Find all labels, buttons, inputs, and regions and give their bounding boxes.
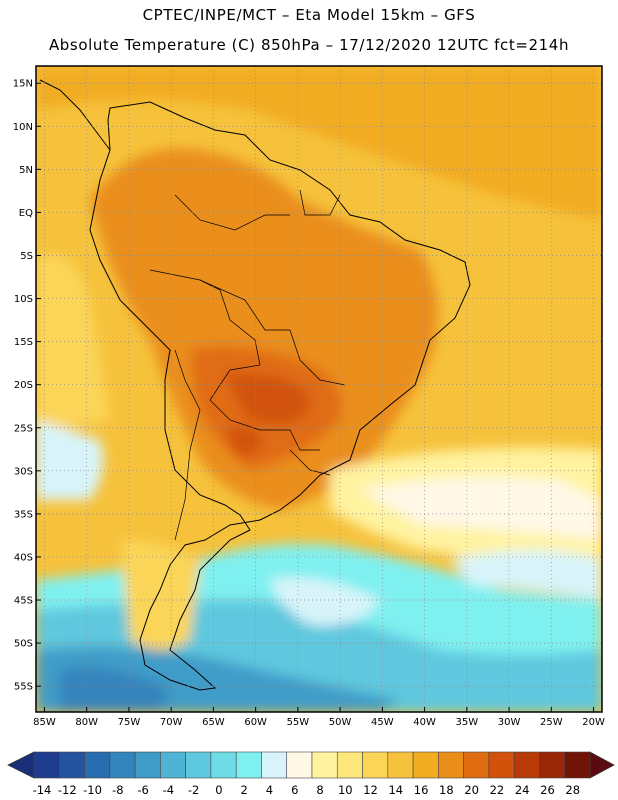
lat-tick-label: 5N bbox=[19, 165, 33, 176]
colorbar-swatch bbox=[261, 751, 288, 779]
colorbar-swatch bbox=[336, 751, 363, 779]
lat-tick-label: 15S bbox=[14, 337, 33, 348]
colorbar-label: -6 bbox=[137, 783, 148, 797]
lon-tick-label: 40W bbox=[413, 717, 436, 728]
colorbar-swatch bbox=[438, 751, 464, 779]
colorbar-label: 24 bbox=[515, 783, 530, 797]
lat-tick-label: 15N bbox=[13, 79, 33, 90]
colorbar-swatch bbox=[387, 751, 414, 779]
colorbar-swatch bbox=[235, 751, 262, 779]
lat-tick-label: 45S bbox=[14, 596, 33, 607]
colorbar-swatch bbox=[311, 751, 338, 779]
chart-subtitle: Absolute Temperature (C) 850hPa – 17/12/… bbox=[48, 36, 570, 54]
lon-tick-label: 45W bbox=[371, 717, 394, 728]
coastlines bbox=[39, 79, 471, 691]
lon-tick-label: 75W bbox=[118, 717, 141, 728]
colorbar-label: 18 bbox=[439, 783, 454, 797]
colorbar-left-arrow bbox=[7, 751, 35, 779]
latitude-axis: 15N 10N 5N EQ 5S 10S 15S 20S 25S 30S 35S 40S 45S 50S 5… bbox=[13, 79, 41, 693]
colorbar-swatch bbox=[210, 751, 237, 779]
lon-tick-label: 60W bbox=[244, 717, 267, 728]
lon-tick-label: 80W bbox=[75, 717, 98, 728]
lat-tick-label: 10S bbox=[14, 294, 33, 305]
temperature-field bbox=[36, 66, 602, 712]
lon-tick-label: 50W bbox=[329, 717, 352, 728]
colorbar-swatch bbox=[160, 751, 186, 779]
colorbar-swatch bbox=[33, 751, 60, 779]
colorbar-swatch bbox=[539, 751, 566, 779]
colorbar-swatch bbox=[564, 751, 591, 779]
lon-tick-label: 55W bbox=[287, 717, 310, 728]
lat-tick-label: 40S bbox=[14, 552, 33, 563]
lon-tick-label: 30W bbox=[498, 717, 521, 728]
colorbar-swatch bbox=[488, 751, 515, 779]
colorbar-swatch bbox=[463, 751, 490, 779]
lat-tick-label: 55S bbox=[14, 682, 33, 693]
colorbar-label: -12 bbox=[58, 783, 77, 797]
lon-tick-label: 85W bbox=[33, 717, 56, 728]
lat-tick-label: 25S bbox=[14, 423, 33, 434]
lat-tick-label: 5S bbox=[20, 251, 33, 262]
lon-tick-label: 20W bbox=[582, 717, 605, 728]
colorbar-swatch bbox=[412, 751, 439, 779]
colorbar-label: 6 bbox=[291, 783, 298, 797]
lat-tick-label: EQ bbox=[19, 208, 33, 219]
colorbar-label: -4 bbox=[163, 783, 174, 797]
colorbar: -14 -12 -10 -8 -6 -4 -2 0 2 4 6 8 10 12 14 16 18 20 22 24 26… bbox=[7, 751, 615, 797]
colorbar-swatch bbox=[362, 751, 389, 779]
lat-tick-label: 35S bbox=[14, 509, 33, 520]
colorbar-label: 4 bbox=[266, 783, 273, 797]
lon-tick-label: 65W bbox=[202, 717, 225, 728]
chart-title: CPTEC/INPE/MCT – Eta Model 15km – GFS bbox=[142, 6, 476, 24]
colorbar-label: 20 bbox=[464, 783, 479, 797]
lat-tick-label: 10N bbox=[13, 122, 33, 133]
colorbar-label: -14 bbox=[33, 783, 52, 797]
colorbar-label: -8 bbox=[112, 783, 123, 797]
colorbar-label: 22 bbox=[490, 783, 505, 797]
lon-tick-label: 70W bbox=[160, 717, 183, 728]
colorbar-label: 8 bbox=[316, 783, 323, 797]
colorbar-swatch bbox=[109, 751, 136, 779]
colorbar-label: 2 bbox=[241, 783, 248, 797]
lat-tick-label: 30S bbox=[14, 466, 33, 477]
lon-tick-label: 35W bbox=[456, 717, 479, 728]
country-borders bbox=[149, 189, 346, 541]
colorbar-label: 12 bbox=[363, 783, 378, 797]
lon-tick-label: 25W bbox=[540, 717, 563, 728]
colorbar-label: 26 bbox=[540, 783, 555, 797]
colorbar-swatch bbox=[84, 751, 111, 779]
map-frame bbox=[35, 65, 603, 713]
lat-tick-label: 20S bbox=[14, 380, 33, 391]
colorbar-label: 28 bbox=[565, 783, 580, 797]
colorbar-label: -2 bbox=[188, 783, 199, 797]
lat-tick-label: 50S bbox=[14, 639, 33, 650]
colorbar-swatch bbox=[286, 751, 313, 779]
colorbar-label: 0 bbox=[215, 783, 222, 797]
longitude-axis: 85W 80W 75W 70W 65W 60W 55W 50W 45W 40W 35W 30W 25W 2… bbox=[33, 707, 605, 728]
colorbar-label: 14 bbox=[388, 783, 403, 797]
colorbar-right-arrow bbox=[589, 751, 615, 779]
colorbar-swatch bbox=[513, 751, 540, 779]
colorbar-label: 16 bbox=[414, 783, 429, 797]
colorbar-swatch bbox=[58, 751, 85, 779]
colorbar-label: -10 bbox=[83, 783, 102, 797]
colorbar-swatch bbox=[134, 751, 161, 779]
temperature-map: 15N 10N 5N EQ 5S 10S 15S 20S 25S 30S 35S 40S 45S 50S 5… bbox=[13, 65, 605, 728]
colorbar-swatch bbox=[185, 751, 212, 779]
colorbar-label: 10 bbox=[338, 783, 353, 797]
